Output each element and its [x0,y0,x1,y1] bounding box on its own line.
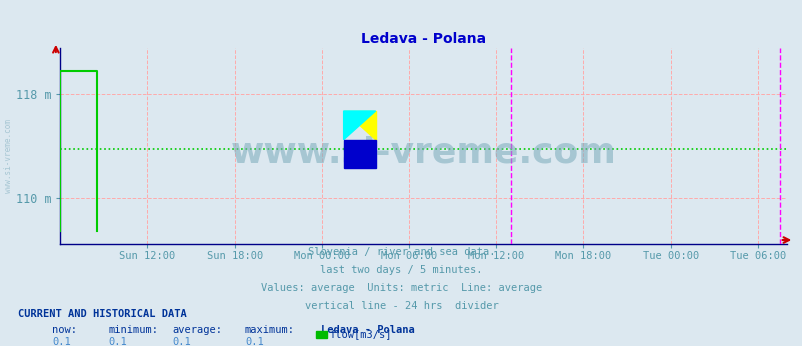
Text: vertical line - 24 hrs  divider: vertical line - 24 hrs divider [304,301,498,311]
Text: last two days / 5 minutes.: last two days / 5 minutes. [320,265,482,275]
Text: CURRENT AND HISTORICAL DATA: CURRENT AND HISTORICAL DATA [18,309,186,319]
Text: average:: average: [172,325,222,335]
Text: minimum:: minimum: [108,325,158,335]
Text: maximum:: maximum: [245,325,294,335]
Polygon shape [343,111,375,140]
Text: 0.1: 0.1 [108,337,127,346]
Title: Ledava - Polana: Ledava - Polana [361,32,485,46]
Polygon shape [343,140,375,169]
Text: Slovenia / river and sea data.: Slovenia / river and sea data. [307,247,495,257]
Polygon shape [343,111,375,140]
Text: Values: average  Units: metric  Line: average: Values: average Units: metric Line: aver… [261,283,541,293]
Text: Ledava - Polana: Ledava - Polana [321,325,415,335]
Text: now:: now: [52,325,77,335]
Text: flow[m3/s]: flow[m3/s] [329,330,391,339]
Text: 0.1: 0.1 [245,337,263,346]
Text: www.si-vreme.com: www.si-vreme.com [230,136,616,170]
Text: www.si-vreme.com: www.si-vreme.com [3,119,13,193]
Text: 0.1: 0.1 [172,337,191,346]
Text: 0.1: 0.1 [52,337,71,346]
